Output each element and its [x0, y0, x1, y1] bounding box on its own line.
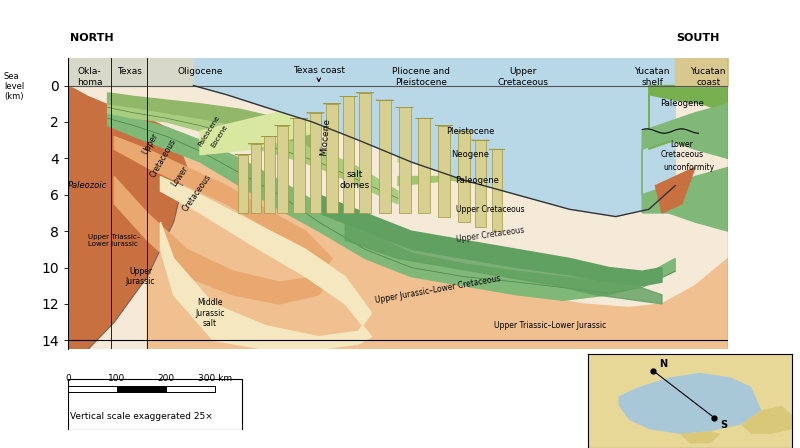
Polygon shape: [194, 58, 675, 216]
Polygon shape: [398, 108, 410, 213]
Polygon shape: [264, 137, 274, 213]
Text: 0: 0: [65, 374, 71, 383]
Polygon shape: [398, 149, 649, 177]
Polygon shape: [474, 140, 486, 228]
Bar: [166, 386, 214, 392]
Polygon shape: [655, 168, 695, 213]
Polygon shape: [618, 373, 762, 434]
Polygon shape: [741, 406, 792, 434]
Text: Upper Jurassic–Lower Cretaceous: Upper Jurassic–Lower Cretaceous: [374, 274, 501, 305]
Polygon shape: [379, 100, 390, 213]
Polygon shape: [649, 86, 728, 158]
Text: salt
domes: salt domes: [340, 171, 370, 190]
Polygon shape: [107, 113, 675, 300]
Text: 300 km: 300 km: [198, 374, 232, 383]
Polygon shape: [200, 95, 582, 155]
Polygon shape: [107, 104, 398, 204]
Text: Eocene: Eocene: [210, 124, 229, 149]
Text: 200: 200: [158, 374, 174, 383]
Polygon shape: [278, 125, 288, 213]
Text: Pliocene and
Pleistocene: Pliocene and Pleistocene: [392, 67, 450, 87]
Polygon shape: [680, 431, 721, 444]
Text: Lower: Lower: [170, 164, 190, 189]
Polygon shape: [147, 144, 728, 349]
Polygon shape: [342, 96, 354, 213]
Text: Paleogene: Paleogene: [660, 99, 704, 108]
Bar: [117, 386, 166, 392]
Polygon shape: [68, 86, 186, 349]
Text: Upper
Cretaceous: Upper Cretaceous: [498, 67, 549, 87]
Text: NORTH: NORTH: [70, 33, 114, 43]
Text: Okla-
homa: Okla- homa: [77, 67, 102, 87]
Polygon shape: [345, 222, 662, 304]
Text: N: N: [659, 359, 667, 369]
Text: Upper Triassic–Lower Jurassic: Upper Triassic–Lower Jurassic: [494, 321, 606, 330]
Text: Texas coast: Texas coast: [293, 65, 345, 82]
Polygon shape: [310, 113, 322, 213]
Text: Neogene: Neogene: [451, 150, 490, 159]
Text: Sea
level
(km): Sea level (km): [4, 72, 24, 102]
Text: 100: 100: [108, 374, 126, 383]
Polygon shape: [238, 155, 248, 213]
Text: Paleozoic: Paleozoic: [68, 181, 107, 190]
Text: Pleistocene: Pleistocene: [446, 126, 494, 136]
Bar: [68, 386, 117, 392]
Polygon shape: [114, 137, 332, 304]
Polygon shape: [398, 122, 649, 149]
Polygon shape: [107, 93, 318, 149]
Text: Cretaceous: Cretaceous: [181, 172, 213, 213]
Text: Upper
Jurassic: Upper Jurassic: [126, 267, 155, 286]
Text: Lower
Cretaceous: Lower Cretaceous: [660, 139, 703, 159]
Text: SOUTH: SOUTH: [677, 33, 720, 43]
Text: Texas: Texas: [117, 67, 142, 76]
Text: Upper: Upper: [141, 132, 160, 156]
Polygon shape: [68, 86, 728, 349]
Polygon shape: [251, 144, 262, 213]
Polygon shape: [326, 104, 338, 213]
Polygon shape: [418, 118, 430, 213]
Text: Paleocene: Paleocene: [197, 114, 221, 148]
Text: Cretaceous: Cretaceous: [149, 138, 178, 179]
Text: Upper Cretaceous: Upper Cretaceous: [456, 205, 525, 214]
Polygon shape: [160, 177, 371, 349]
Polygon shape: [398, 177, 649, 204]
Text: Upper Cretaceous: Upper Cretaceous: [456, 225, 525, 244]
Text: unconformity: unconformity: [664, 163, 714, 172]
Polygon shape: [642, 104, 728, 231]
Text: S: S: [721, 420, 728, 430]
Text: Yucatan
coast: Yucatan coast: [690, 67, 726, 87]
Text: Miocene: Miocene: [319, 117, 331, 156]
Text: Upper Triassic–
Lower Jurassic: Upper Triassic– Lower Jurassic: [88, 234, 140, 247]
Polygon shape: [359, 93, 371, 213]
Text: Oligocene: Oligocene: [178, 67, 222, 76]
Polygon shape: [458, 131, 470, 222]
Polygon shape: [318, 195, 662, 286]
Polygon shape: [279, 86, 582, 108]
Polygon shape: [293, 118, 305, 213]
FancyBboxPatch shape: [68, 379, 242, 430]
Text: Vertical scale exaggerated 25×: Vertical scale exaggerated 25×: [70, 412, 213, 421]
Text: Paleogene: Paleogene: [455, 176, 499, 185]
Polygon shape: [492, 149, 502, 231]
Text: Yucatan
shelf: Yucatan shelf: [634, 67, 670, 87]
Text: Middle
Jurassic
salt: Middle Jurassic salt: [195, 298, 225, 328]
Polygon shape: [438, 125, 450, 216]
